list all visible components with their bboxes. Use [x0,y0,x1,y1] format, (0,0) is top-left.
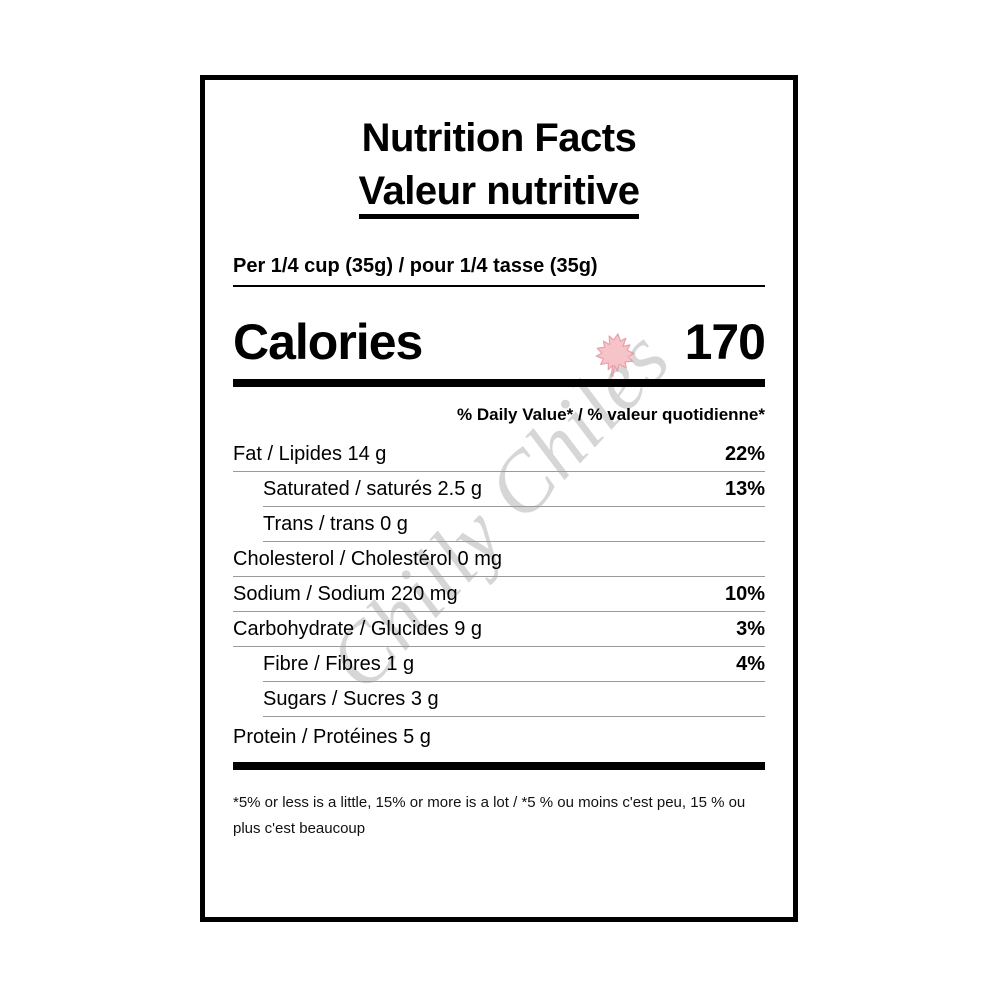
nutrient-percent: 3% [736,618,765,640]
nutrient-row-saturated: Saturated / saturés 2.5 g 13% [263,472,765,507]
calories-label: Calories [233,314,423,370]
nutrient-percent: 4% [736,653,765,675]
nutrient-name: Fat / Lipides 14 g [233,443,387,465]
nutrient-row-fat: Fat / Lipides 14 g 22% [233,437,765,472]
thick-divider-bottom [233,762,765,770]
nutrient-name: Fibre / Fibres 1 g [263,653,415,675]
title-english: Nutrition Facts [361,116,637,160]
nutrient-percent: 22% [724,443,765,465]
title-french: Valeur nutritive [358,171,640,219]
calories-row: Calories 170 [233,314,766,370]
nutrient-name: Carbohydrate / Glucides 9 g [233,618,483,640]
label-content: Nutrition Facts Valeur nutritive Per 1/4… [205,80,793,917]
nutrient-row-trans: Trans / trans 0 g [263,507,765,542]
nutrient-name: Trans / trans 0 g [263,513,408,535]
nutrient-row-sugars: Sugars / Sucres 3 g [263,682,765,717]
nutrient-name: Protein / Protéines 5 g [233,726,431,748]
nutrition-label: Chilly Chiles Nutrition Facts Valeur nut… [200,75,798,922]
nutrient-row-fibre: Fibre / Fibres 1 g 4% [263,647,765,682]
title-french-wrap: Valeur nutritive [233,171,765,219]
nutrient-rows: Fat / Lipides 14 g 22% Saturated / satur… [233,437,765,756]
nutrient-name: Sugars / Sucres 3 g [263,688,439,710]
nutrient-name: Saturated / saturés 2.5 g [263,478,483,500]
nutrient-row-protein: Protein / Protéines 5 g [233,717,765,756]
nutrient-row-carbohydrate: Carbohydrate / Glucides 9 g 3% [233,612,765,647]
serving-size: Per 1/4 cup (35g) / pour 1/4 tasse (35g) [233,255,765,287]
nutrient-name: Cholesterol / Cholestérol 0 mg [233,548,503,570]
nutrient-name: Sodium / Sodium 220 mg [233,583,458,605]
nutrient-row-sodium: Sodium / Sodium 220 mg 10% [233,577,765,612]
thick-divider-top [233,379,765,387]
nutrient-percent: 13% [724,478,765,500]
daily-value-header: % Daily Value* / % valeur quotidienne* [457,405,765,424]
footnote: *5% or less is a little, 15% or more is … [233,794,746,838]
nutrient-row-cholesterol: Cholesterol / Cholestérol 0 mg [233,542,765,577]
nutrient-percent: 10% [724,583,765,605]
calories-value: 170 [684,314,766,370]
